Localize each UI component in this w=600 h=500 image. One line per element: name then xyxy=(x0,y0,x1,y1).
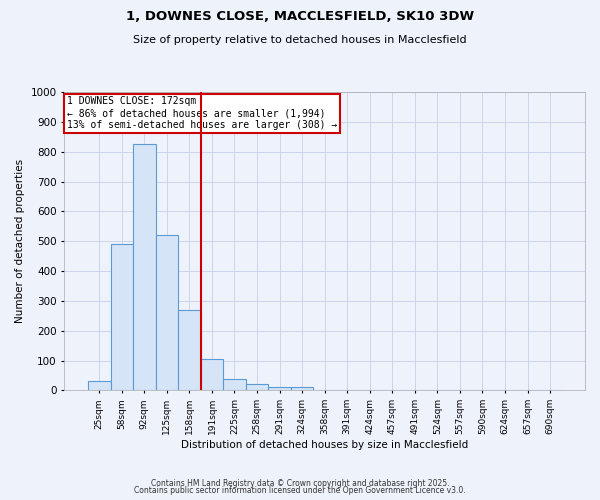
X-axis label: Distribution of detached houses by size in Macclesfield: Distribution of detached houses by size … xyxy=(181,440,468,450)
Bar xyxy=(155,235,178,390)
Bar xyxy=(268,388,291,390)
Y-axis label: Number of detached properties: Number of detached properties xyxy=(15,159,25,324)
Text: Size of property relative to detached houses in Macclesfield: Size of property relative to detached ho… xyxy=(133,35,467,45)
Bar xyxy=(88,382,110,390)
Bar xyxy=(200,359,223,390)
Bar xyxy=(110,244,133,390)
Bar xyxy=(291,388,313,390)
Text: 1 DOWNES CLOSE: 172sqm
← 86% of detached houses are smaller (1,994)
13% of semi-: 1 DOWNES CLOSE: 172sqm ← 86% of detached… xyxy=(67,96,337,130)
Bar xyxy=(223,379,246,390)
Bar xyxy=(246,384,268,390)
Text: 1, DOWNES CLOSE, MACCLESFIELD, SK10 3DW: 1, DOWNES CLOSE, MACCLESFIELD, SK10 3DW xyxy=(126,10,474,23)
Bar xyxy=(133,144,155,390)
Text: Contains HM Land Registry data © Crown copyright and database right 2025.: Contains HM Land Registry data © Crown c… xyxy=(151,478,449,488)
Bar xyxy=(178,310,200,390)
Text: Contains public sector information licensed under the Open Government Licence v3: Contains public sector information licen… xyxy=(134,486,466,495)
